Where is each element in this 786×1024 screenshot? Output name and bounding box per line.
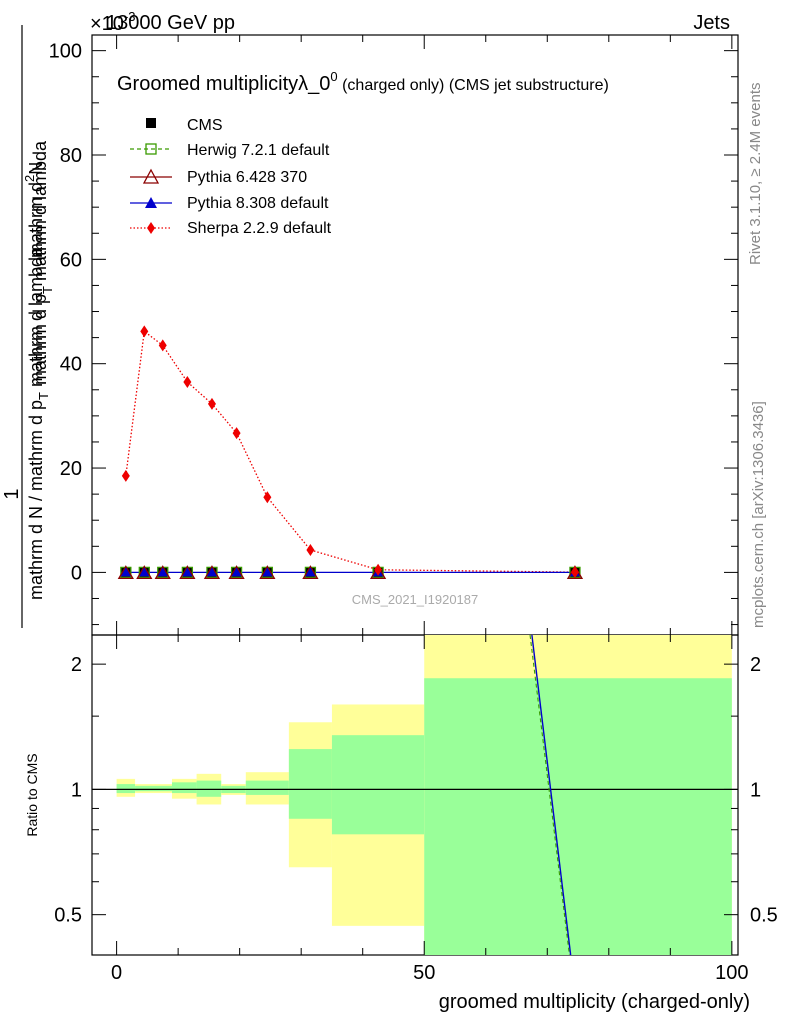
sherpa-point [121,469,130,482]
ratio-band-inner [196,780,222,797]
legend-marker-herwig [145,143,157,155]
ratio-line [531,634,572,956]
y-tick-label: 100 [49,41,82,63]
pythia6-point [203,565,221,580]
ratio-y-tick-label: 0.5 [54,905,82,927]
ratio-band-inner [245,780,289,795]
ratio-bands [92,635,738,955]
ratio-line [529,634,570,956]
sherpa-point [232,427,241,440]
legend-label-pythia6: Pythia 6.428 370 [187,169,307,186]
y-tick-label: 40 [60,354,82,376]
sherpa-point [263,491,272,504]
pythia8-point [231,567,242,577]
ratio-y-tick-label-right: 2 [750,654,761,676]
main-series [117,325,584,580]
ratio-y-tick-label: 2 [71,654,82,676]
ratio-band-inner [331,735,425,835]
pythia8-point [139,567,150,577]
y-tick-label: 0 [71,562,82,584]
process-label: Jets [693,12,730,34]
legend-marker-sherpa [147,222,155,234]
pythia8-point [305,567,316,577]
pythia6-point [154,565,171,580]
ratio-band-inner [288,749,332,819]
pythia6-point [179,565,196,580]
sherpa-point [306,543,315,556]
ratio-lines [529,634,572,956]
y-tick-label: 80 [60,145,82,167]
ratio-ticks: 0.5 0.5 1 1 2 2 0 50 100 [54,635,778,984]
legend-marker-pythia6 [142,168,160,184]
y-tick-label: 20 [60,458,82,480]
legend-marker-cms [146,118,156,128]
exponent-label: ×10-3 [90,9,136,35]
pythia8-point [120,567,131,577]
sherpa-point [183,375,192,388]
pythia6-point [228,565,245,580]
rivet-label: Rivet 3.1.10, ≥ 2.4M events [747,83,764,266]
analysis-watermark: CMS_2021_I1920187 [352,592,479,607]
pythia6-point [259,565,276,580]
ratio-y-tick-label: 1 [71,779,82,801]
sherpa-point [374,563,383,576]
pythia6-point [117,565,134,580]
main-y-ticks: 0 20 40 60 80 100 [49,35,738,635]
x-tick-label: 50 [413,962,435,984]
y-tick-label: 60 [60,249,82,271]
ratio-y-tick-label-right: 1 [750,779,761,801]
pythia8-point [157,567,168,577]
ratio-band-inner [153,785,172,792]
ratio-y-tick-label-right: 0.5 [750,905,778,927]
y-label-numerator: mathrm d2N [22,162,46,258]
y-label-denominator: mathrm d N / mathrm d pT mathrm d lambda [26,246,51,600]
sherpa-point [158,339,167,352]
pythia8-point [182,567,193,577]
pythia8-point [262,567,273,577]
legend-label-cms: CMS [187,117,223,134]
sherpa-point [140,325,149,338]
ratio-band-inner [116,784,136,794]
main-y-axis-label: 1 mathrm d N / mathrm d pT mathrm d lamb… [1,25,55,628]
ratio-band-inner [135,785,154,792]
legend-label-sherpa: Sherpa 2.2.9 default [187,220,332,237]
x-axis-label: groomed multiplicity (charged-only) [439,991,750,1013]
pythia6-point [302,565,319,580]
ratio-band-inner [424,678,732,955]
y-label-numerator-b: mathrm d pT mathrm d lambda [30,140,55,385]
ratio-y-label: Ratio to CMS [24,753,40,836]
main-title: Groomed multiplicityλ_00 (charged only) … [117,69,609,95]
sherpa-point [207,397,216,410]
x-tick-label: 100 [715,962,748,984]
pythia6-point [136,565,153,580]
mcplots-label: mcplots.cern.ch [arXiv:1306.3436] [750,401,767,628]
pythia6-point [369,565,387,580]
sherpa-point [570,566,579,579]
ratio-band-inner [171,782,197,794]
beam-label: 13000 GeV pp [106,12,235,34]
legend-label-herwig: Herwig 7.2.1 default [187,142,330,159]
ratio-panel-frame [91,634,739,956]
legend-marker-pythia8 [145,197,157,208]
pythia8-point [206,567,217,577]
sherpa-line [125,330,575,573]
legend: CMS Herwig 7.2.1 default Pythia 6.428 37… [130,117,332,237]
svg-text:1: 1 [1,488,23,499]
legend-label-pythia8: Pythia 8.308 default [187,195,329,212]
x-tick-label: 0 [111,962,122,984]
